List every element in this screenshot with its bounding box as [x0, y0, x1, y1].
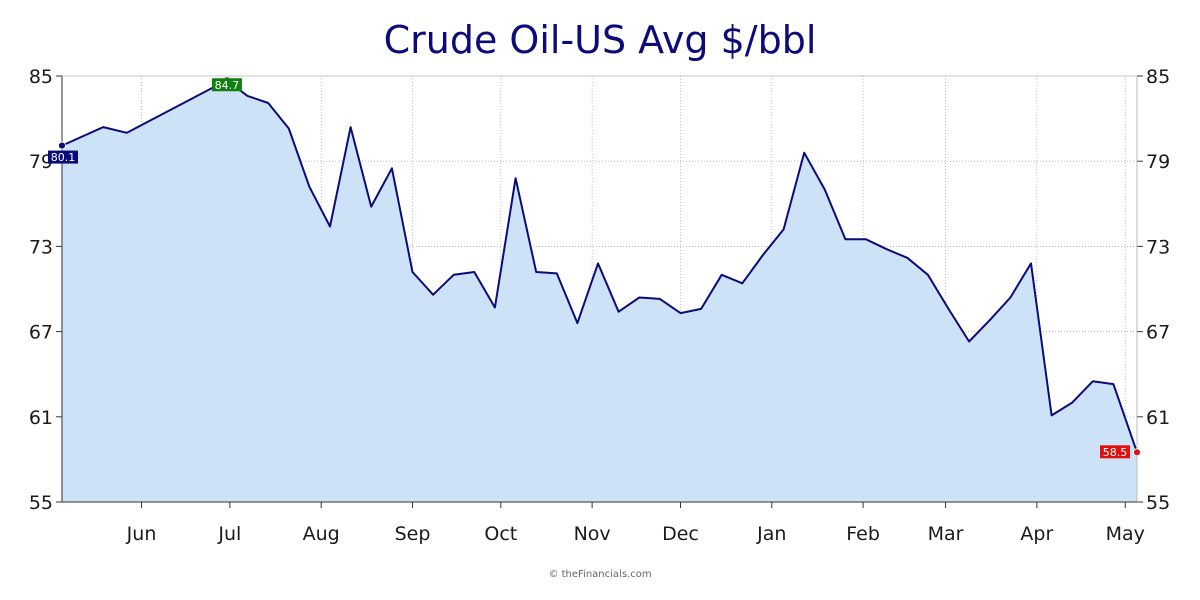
max-value-badge-text: 84.7 — [215, 79, 240, 92]
credit-text: © theFinancials.com — [548, 569, 652, 580]
start-value-point — [58, 141, 66, 150]
x-tick-label: Jul — [217, 523, 241, 545]
y-tick-label-right: 85 — [1146, 66, 1170, 88]
last-value-badge-text: 58.5 — [1103, 446, 1128, 459]
y-tick-label-right: 73 — [1146, 236, 1170, 258]
x-tick-label: Jan — [756, 523, 786, 545]
max-value-badge — [211, 78, 242, 92]
y-tick-label-left: 85 — [29, 66, 53, 88]
start-value-badge — [48, 150, 78, 164]
chart-title: Crude Oil-US Avg $/bbl — [383, 18, 817, 62]
x-tick-label: Sep — [395, 523, 431, 545]
series-area — [62, 80, 1137, 503]
y-tick-label-left: 61 — [29, 407, 53, 429]
x-tick-label: Jun — [126, 523, 157, 545]
axis-layer: 55 55 61 61 67 67 73 73 79 79 85 85 Jun Jul Aug Sep Oct N… — [29, 66, 1170, 545]
y-tick-label-right: 67 — [1146, 322, 1170, 344]
x-tick-label: Apr — [1020, 523, 1053, 545]
series-line — [61, 79, 1138, 453]
y-tick-label-left: 55 — [29, 492, 53, 514]
x-tick-label: Feb — [846, 523, 880, 545]
last-value-point — [1133, 448, 1141, 457]
y-tick-label-right: 55 — [1146, 492, 1170, 514]
x-tick-label: May — [1106, 523, 1145, 545]
y-tick-label-left: 67 — [29, 322, 53, 344]
y-tick-label-left: 79 — [29, 151, 53, 173]
x-tick-label: Dec — [662, 523, 699, 545]
x-tick-label: Aug — [303, 523, 340, 545]
x-tick-label: Nov — [574, 523, 611, 545]
area-layer — [61, 79, 1138, 503]
y-tick-label-left: 73 — [29, 236, 53, 258]
x-tick-label: Oct — [484, 523, 517, 545]
x-tick-label: Mar — [928, 523, 964, 545]
start-value-badge-text: 80.1 — [51, 151, 76, 164]
y-tick-label-right: 79 — [1146, 151, 1170, 173]
last-value-badge — [1100, 445, 1130, 459]
marker-layer: 80.1 84.7 58.5 — [48, 76, 1141, 459]
y-tick-label-right: 61 — [1146, 407, 1170, 429]
